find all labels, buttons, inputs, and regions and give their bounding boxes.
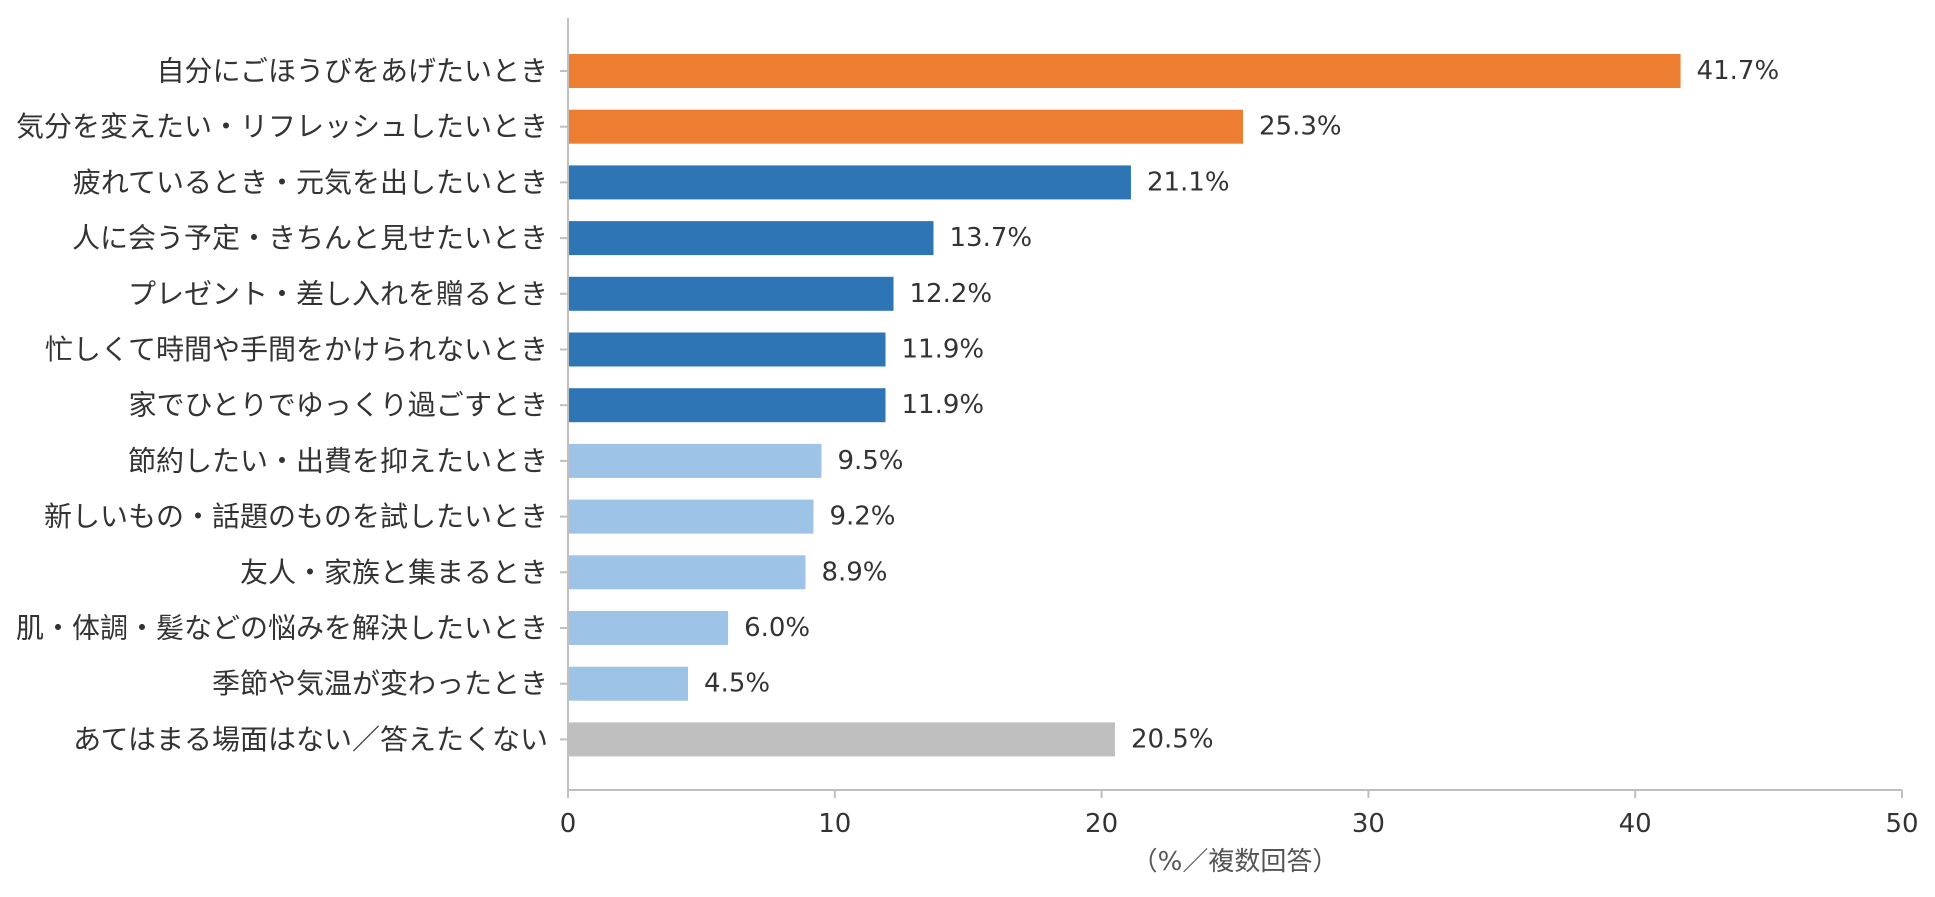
bar	[568, 555, 806, 590]
value-label: 41.7%	[1697, 56, 1780, 86]
bar	[568, 443, 822, 478]
category-label: 家でひとりでゆっくり過ごすとき	[129, 389, 548, 422]
category-label: 忙しくて時間や手間をかけられないとき	[45, 333, 548, 366]
bar	[568, 611, 729, 645]
category-label: 節約したい・出費を抑えたいとき	[128, 444, 548, 477]
axes-group: 0 10 20 30 40 50	[560, 18, 1919, 839]
category-label: プレゼント・差し入れを贈るとき	[128, 277, 548, 310]
value-label: 8.9%	[821, 557, 887, 587]
category-label: 人に会う予定・きちんと見せたいとき	[72, 222, 548, 255]
category-label: あてはまる場面はない／答えたくない	[73, 723, 548, 756]
bar	[568, 54, 1681, 88]
value-label: 12.2%	[909, 279, 992, 309]
bar	[568, 165, 1131, 200]
category-labels-group: 自分にごほうびをあげたいとき気分を変えたい・リフレッシュしたいとき疲れているとき…	[16, 55, 548, 756]
category-label: 友人・家族と集まるとき	[240, 556, 548, 589]
x-tick-label: 0	[560, 809, 577, 839]
x-tick-label: 10	[818, 809, 851, 839]
x-tick-label: 30	[1352, 809, 1385, 839]
category-label: 肌・体調・髪などの悩みを解決したいとき	[16, 612, 548, 645]
value-label: 13.7%	[950, 223, 1033, 253]
value-label: 9.5%	[837, 446, 903, 476]
bar	[568, 722, 1115, 757]
x-tick-label: 40	[1619, 809, 1652, 839]
bar	[568, 666, 689, 701]
value-label: 20.5%	[1131, 724, 1214, 754]
category-label: 気分を変えたい・リフレッシュしたいとき	[16, 110, 548, 143]
bars-group	[568, 54, 1681, 757]
bar	[568, 499, 814, 534]
value-label: 6.0%	[744, 613, 810, 643]
category-label: 自分にごほうびをあげたいとき	[157, 55, 548, 88]
category-label: 疲れているとき・元気を出したいとき	[73, 166, 548, 199]
value-label: 21.1%	[1147, 167, 1230, 197]
value-label: 4.5%	[704, 669, 770, 699]
bar	[568, 109, 1244, 144]
value-label: 11.9%	[901, 335, 984, 365]
x-tick-label: 20	[1085, 809, 1118, 839]
value-label: 25.3%	[1259, 112, 1342, 142]
value-label: 9.2%	[829, 502, 895, 532]
value-label: 11.9%	[901, 390, 984, 420]
bar	[568, 388, 886, 423]
bar	[568, 221, 934, 256]
bar	[568, 332, 886, 367]
x-axis-title: （%／複数回答）	[1132, 847, 1339, 877]
category-label: 新しいもの・話題のものを試したいとき	[44, 500, 548, 533]
bar	[568, 276, 894, 311]
category-label: 季節や気温が変わったとき	[212, 667, 548, 700]
x-tick-label: 50	[1885, 809, 1918, 839]
value-labels-group: 41.7% 25.3% 21.1% 13.7% 12.2% 11.9% 11.9% 9.5% 9…	[704, 56, 1779, 754]
